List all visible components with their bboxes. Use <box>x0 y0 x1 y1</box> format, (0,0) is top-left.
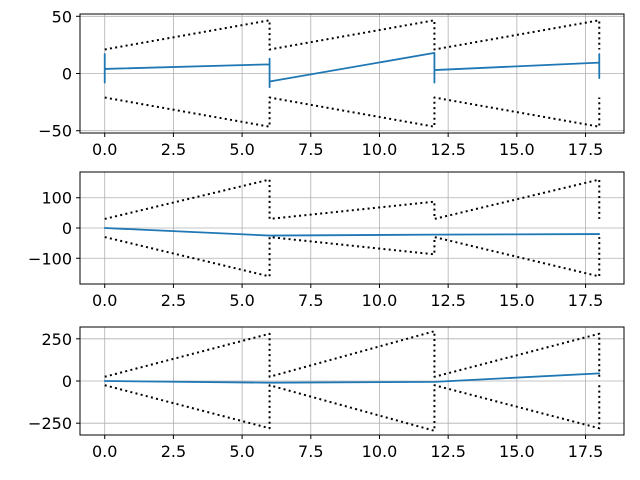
x-tick-label-2: 5.0 <box>229 140 254 159</box>
x-tick-label-4: 10.0 <box>362 140 398 159</box>
y-tick-label-2: 50 <box>52 7 72 26</box>
y-tick-label-2: 100 <box>41 189 72 208</box>
x-tick-label-5: 12.5 <box>430 140 466 159</box>
x-tick-label-2: 5.0 <box>229 442 254 461</box>
subplot-2: 0.0 2.5 5.0 7.5 10.0 12.5 15.0 17.5 −100 0 100 <box>28 171 625 310</box>
lower-bound-line <box>104 236 601 278</box>
x-tick-label-1: 2.5 <box>161 291 186 310</box>
x-tick-label-1: 2.5 <box>161 442 186 461</box>
y-tick-label-0: −50 <box>38 122 72 141</box>
x-tick-label-0: 0.0 <box>92 442 117 461</box>
subplot-1: 0.0 2.5 5.0 7.5 10.0 12.5 15.0 17.5 −50 0 50 <box>38 7 625 159</box>
x-tick-label-4: 10.0 <box>362 291 398 310</box>
y-tick-label-1: 0 <box>62 65 72 84</box>
y-tick-label-1: 0 <box>62 372 72 391</box>
upper-bound-line <box>104 330 601 378</box>
x-tick-label-7: 17.5 <box>568 140 604 159</box>
plot-area <box>103 330 601 432</box>
x-tick-label-7: 17.5 <box>568 442 604 461</box>
signal-line <box>103 227 601 237</box>
x-tick-label-6: 15.0 <box>499 442 535 461</box>
lower-bound-line <box>104 96 601 128</box>
y-tick-label-1: 0 <box>62 219 72 238</box>
x-tick-label-2: 5.0 <box>229 291 254 310</box>
x-tick-label-5: 12.5 <box>430 291 466 310</box>
y-tick-label-0: −100 <box>28 249 72 268</box>
x-tick-label-0: 0.0 <box>92 140 117 159</box>
signal-line <box>103 52 601 89</box>
signal-line <box>103 372 601 384</box>
y-tick-label-0: −250 <box>28 414 72 433</box>
x-tick-label-3: 7.5 <box>298 140 323 159</box>
x-tick-label-7: 17.5 <box>568 291 604 310</box>
subplot-3: 0.0 2.5 5.0 7.5 10.0 12.5 15.0 17.5 −250 0 250 <box>28 326 625 461</box>
x-tick-label-3: 7.5 <box>298 442 323 461</box>
x-tick-label-6: 15.0 <box>499 291 535 310</box>
upper-bound-line <box>104 19 601 51</box>
x-tick-label-3: 7.5 <box>298 291 323 310</box>
plot-area <box>103 19 601 128</box>
y-tick-label-2: 250 <box>41 330 72 349</box>
x-tick-label-4: 10.0 <box>362 442 398 461</box>
x-tick-label-1: 2.5 <box>161 140 186 159</box>
lower-bound-line <box>104 384 601 432</box>
x-tick-label-6: 15.0 <box>499 140 535 159</box>
x-tick-label-0: 0.0 <box>92 291 117 310</box>
upper-bound-line <box>104 178 601 220</box>
plot-area <box>103 178 601 278</box>
x-tick-label-5: 12.5 <box>430 442 466 461</box>
